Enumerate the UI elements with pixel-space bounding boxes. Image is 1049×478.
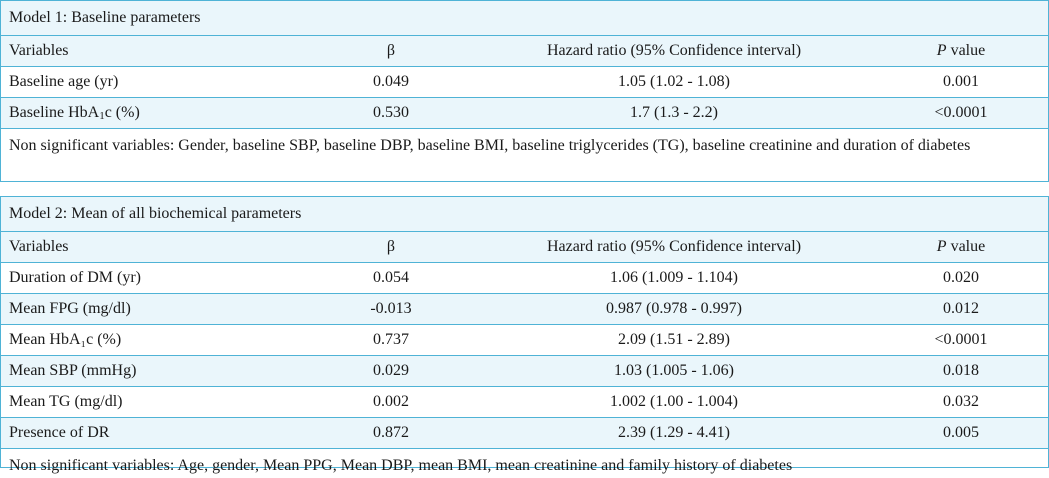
row-p-value: 0.012 [943,300,979,317]
row-variable: Mean SBP (mmHg) [9,362,137,379]
model1-title: Model 1: Baseline parameters [1,1,1048,36]
row-variable: Baseline HbA1c (%) [9,98,140,128]
row-variable: Mean TG (mg/dl) [9,393,123,410]
model2-title: Model 2: Mean of all biochemical paramet… [1,197,1048,232]
variable-post: c (%) [104,104,140,121]
row-p-value: <0.0001 [934,104,988,121]
p-italic: P [936,238,947,255]
row-hazard-ratio: 1.7 (1.3 - 2.2) [630,104,718,121]
row-beta: 0.029 [373,362,409,379]
table-row: Mean FPG (mg/dl) -0.013 0.987 (0.978 - 0… [1,294,1048,325]
p-rest: value [946,238,986,255]
row-beta: -0.013 [370,300,412,317]
row-variable: Mean HbA₁c (%) [9,331,122,348]
header-hazard-ratio: Hazard ratio (95% Confidence interval) [546,42,802,59]
model1-header-row: Variables β Hazard ratio (95% Confidence… [1,36,1048,67]
row-p-value: 0.005 [943,424,979,441]
table-row: Mean TG (mg/dl) 0.002 1.002 (1.00 - 1.00… [1,387,1048,418]
row-beta: 0.049 [373,73,409,90]
row-hazard-ratio: 0.987 (0.978 - 0.997) [606,300,742,317]
table-row: Presence of DR 0.872 2.39 (1.29 - 4.41) … [1,418,1048,449]
row-beta: 0.530 [373,104,409,121]
table-row: Mean SBP (mmHg) 0.029 1.03 (1.005 - 1.06… [1,356,1048,387]
model1-note: Non significant variables: Gender, basel… [9,137,971,154]
table-row: Mean HbA₁c (%) 0.737 2.09 (1.51 - 2.89) … [1,325,1048,356]
p-italic: P [936,42,947,59]
model2-note: Non significant variables: Age, gender, … [9,457,793,474]
header-beta: β [386,238,396,255]
row-variable: Baseline age (yr) [9,73,119,90]
header-beta: β [386,42,396,59]
row-variable: Presence of DR [9,424,110,441]
row-hazard-ratio: 1.002 (1.00 - 1.004) [610,393,738,410]
row-beta: 0.737 [373,331,409,348]
table-row: Baseline age (yr) 0.049 1.05 (1.02 - 1.0… [1,67,1048,98]
variable-sub: 1 [99,110,105,122]
header-p-value: P value [881,36,1041,66]
row-p-value: 0.001 [943,73,979,90]
model2-table: Model 2: Mean of all biochemical paramet… [0,196,1049,474]
model2-header-row: Variables β Hazard ratio (95% Confidence… [1,232,1048,263]
table-row: Duration of DM (yr) 0.054 1.06 (1.009 - … [1,263,1048,294]
header-p-value: P value [881,232,1041,262]
row-hazard-ratio: 1.06 (1.009 - 1.104) [610,269,738,286]
row-p-value: 0.032 [943,393,979,410]
p-rest: value [946,42,986,59]
row-variable: Mean FPG (mg/dl) [9,300,131,317]
header-hazard-ratio: Hazard ratio (95% Confidence interval) [546,238,802,255]
row-hazard-ratio: 2.39 (1.29 - 4.41) [618,424,730,441]
table-row: Baseline HbA1c (%) 0.530 1.7 (1.3 - 2.2)… [1,98,1048,129]
row-p-value: 0.020 [943,269,979,286]
row-beta: 0.002 [373,393,409,410]
row-hazard-ratio: 2.09 (1.51 - 2.89) [618,331,730,348]
row-variable: Duration of DM (yr) [9,269,141,286]
variable-pre: Baseline HbA [9,104,100,121]
row-hazard-ratio: 1.05 (1.02 - 1.08) [618,73,730,90]
row-p-value: 0.018 [943,362,979,379]
model1-table: Model 1: Baseline parameters Variables β… [0,0,1049,182]
row-hazard-ratio: 1.03 (1.005 - 1.06) [614,362,734,379]
row-beta: 0.054 [373,269,409,286]
row-beta: 0.872 [373,424,409,441]
header-variables: Variables [9,42,69,59]
row-p-value: <0.0001 [934,331,988,348]
header-variables: Variables [9,238,69,255]
